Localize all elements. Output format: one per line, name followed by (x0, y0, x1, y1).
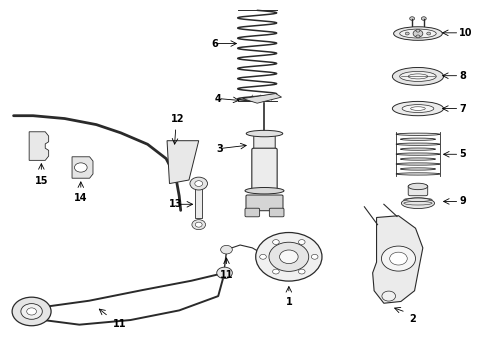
Text: 7: 7 (460, 104, 466, 113)
Circle shape (217, 267, 232, 279)
Circle shape (269, 242, 309, 271)
Polygon shape (29, 132, 49, 160)
Circle shape (390, 252, 407, 265)
Circle shape (421, 17, 426, 20)
Ellipse shape (400, 71, 436, 81)
Text: 15: 15 (35, 176, 48, 186)
Circle shape (74, 163, 87, 172)
Circle shape (413, 30, 423, 37)
Text: 11: 11 (113, 319, 126, 329)
Polygon shape (167, 141, 199, 184)
Ellipse shape (245, 188, 284, 194)
Text: 4: 4 (215, 94, 221, 104)
Circle shape (272, 269, 279, 274)
Polygon shape (72, 157, 93, 178)
Text: 5: 5 (460, 149, 466, 159)
Circle shape (174, 147, 192, 159)
Circle shape (256, 233, 322, 281)
Text: 13: 13 (169, 199, 183, 209)
Ellipse shape (411, 107, 425, 111)
Circle shape (220, 246, 232, 254)
Text: 9: 9 (460, 197, 466, 206)
Circle shape (280, 250, 298, 264)
Ellipse shape (392, 102, 443, 116)
Text: 1: 1 (286, 297, 292, 307)
Polygon shape (373, 216, 423, 303)
Ellipse shape (393, 27, 442, 40)
Circle shape (427, 32, 431, 35)
FancyBboxPatch shape (245, 208, 260, 217)
Text: 14: 14 (74, 193, 88, 203)
Ellipse shape (400, 148, 436, 150)
Circle shape (195, 181, 202, 186)
Ellipse shape (408, 74, 428, 79)
Circle shape (12, 297, 51, 326)
Circle shape (381, 246, 416, 271)
Circle shape (272, 240, 279, 244)
Circle shape (298, 240, 305, 244)
Circle shape (410, 17, 415, 20)
Text: 8: 8 (460, 71, 466, 81)
Ellipse shape (396, 133, 440, 135)
Ellipse shape (396, 143, 440, 145)
Text: 6: 6 (211, 39, 218, 49)
Circle shape (382, 291, 395, 301)
Ellipse shape (396, 153, 440, 155)
Circle shape (196, 222, 202, 227)
Circle shape (21, 303, 42, 319)
Text: 10: 10 (460, 28, 473, 38)
Text: 2: 2 (409, 314, 416, 324)
Ellipse shape (400, 168, 436, 170)
Text: 3: 3 (216, 144, 223, 154)
Circle shape (27, 308, 36, 315)
Circle shape (298, 269, 305, 274)
Circle shape (416, 35, 420, 38)
Circle shape (260, 255, 267, 259)
Ellipse shape (401, 198, 435, 208)
Circle shape (190, 177, 207, 190)
FancyBboxPatch shape (254, 134, 275, 151)
Ellipse shape (396, 173, 440, 175)
Ellipse shape (402, 105, 434, 112)
Circle shape (416, 29, 420, 32)
Polygon shape (243, 94, 282, 103)
Ellipse shape (400, 138, 436, 140)
FancyBboxPatch shape (252, 148, 277, 192)
Ellipse shape (246, 130, 283, 137)
Ellipse shape (408, 183, 428, 190)
Ellipse shape (400, 29, 436, 38)
Ellipse shape (400, 158, 436, 160)
FancyBboxPatch shape (246, 195, 283, 211)
FancyBboxPatch shape (408, 185, 428, 196)
Text: 12: 12 (171, 113, 185, 123)
Text: 11: 11 (220, 270, 233, 280)
Circle shape (405, 32, 409, 35)
FancyBboxPatch shape (270, 208, 284, 217)
Circle shape (311, 255, 318, 259)
Ellipse shape (396, 163, 440, 165)
Circle shape (192, 220, 205, 230)
FancyBboxPatch shape (196, 184, 202, 218)
Ellipse shape (392, 67, 443, 85)
